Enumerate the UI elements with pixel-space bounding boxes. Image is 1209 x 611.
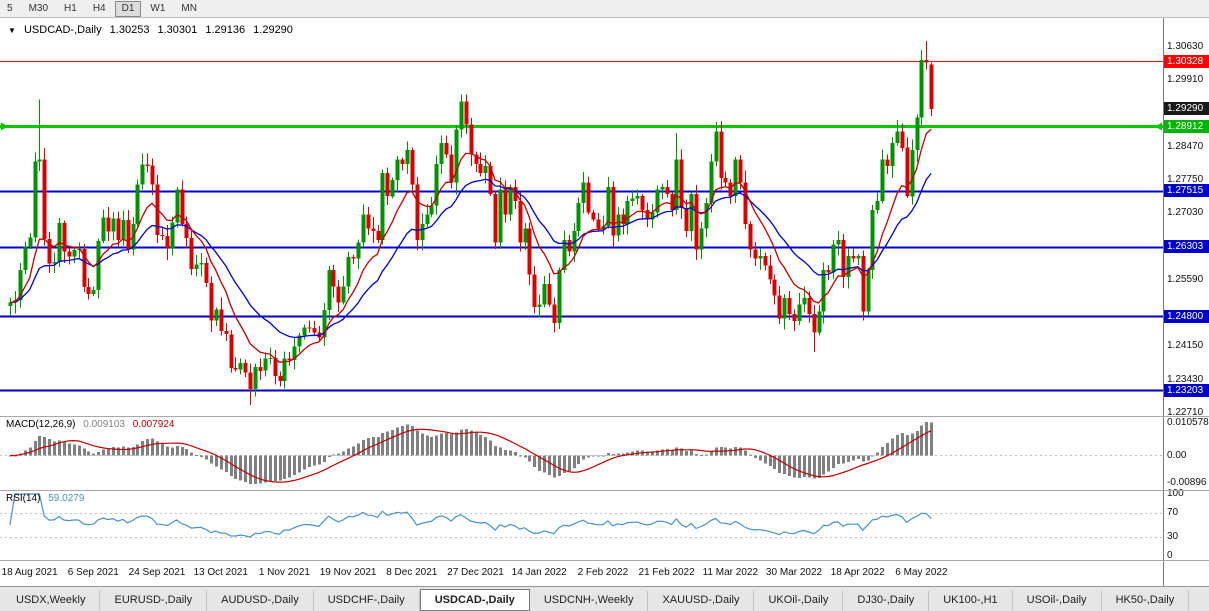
timeframe-button-d1[interactable]: D1 [114, 0, 142, 17]
candles-group [8, 41, 934, 405]
timeframe-button-mn[interactable]: MN [181, 2, 197, 14]
macd-main-value: 0.009103 [83, 419, 125, 430]
rsi-axis-label: 30 [1167, 531, 1179, 543]
chart-symbol-label: USDCAD-,Daily [23, 24, 102, 36]
rsi-value: 59.0279 [48, 493, 85, 504]
timeframe-button-h1[interactable]: H1 [64, 2, 77, 14]
macd-name: MACD(12,26,9) [6, 419, 76, 430]
rsi-axis-label: 0 [1167, 550, 1173, 561]
date-axis-label: 24 Sep 2021 [128, 567, 186, 578]
ohlc-high: 1.30301 [157, 24, 198, 36]
tab-dj30-daily[interactable]: DJ30-,Daily [843, 591, 930, 611]
price-axis-label: 1.25590 [1167, 273, 1204, 285]
panel-separator[interactable] [0, 416, 1209, 417]
macd-axis-label: -0.00896 [1167, 477, 1207, 488]
date-axis-label: 6 May 2022 [895, 567, 948, 578]
date-axis: 18 Aug 2021 6 Sep 2021 24 Sep 2021 13 Oct 2… [0, 560, 1163, 586]
panel-separator [0, 560, 1209, 561]
macd-axis-label: 0.00 [1167, 449, 1187, 461]
tab-ukoil-daily[interactable]: UKOil-,Daily [754, 591, 844, 611]
timeframe-button-h4[interactable]: H4 [92, 2, 106, 14]
chart-title: ▼ USDCAD-,Daily 1.30253 1.30301 1.29136 … [8, 24, 298, 36]
ma-fast-line [9, 128, 932, 363]
date-axis-label: 21 Feb 2022 [638, 567, 695, 578]
price-axis-label: 1.27750 [1167, 174, 1204, 186]
timeframe-toolbar: 5 M30 H1 H4 D1 W1 MN [0, 0, 1209, 18]
date-axis-label: 30 Mar 2022 [765, 567, 823, 578]
rsi-axis-label: 70 [1167, 506, 1179, 518]
macd-signal-line [10, 428, 932, 483]
price-axis-badge: 1.29290 [1164, 102, 1209, 116]
tab-usdcad-daily[interactable]: USDCAD-,Daily [419, 589, 530, 611]
price-axis-label: 1.22710 [1167, 406, 1204, 418]
date-axis-label: 27 Dec 2021 [447, 567, 504, 578]
tab-eurusd-daily[interactable]: EURUSD-,Daily [100, 591, 208, 611]
macd-axis-label: 0.010578 [1167, 417, 1209, 428]
tab-xauusd-daily[interactable]: XAUUSD-,Daily [648, 591, 755, 611]
price-axis-badge: 1.23203 [1164, 383, 1209, 397]
tab-usdcnh-weekly[interactable]: USDCNH-,Weekly [530, 591, 649, 611]
date-axis-label: 1 Nov 2021 [258, 567, 310, 578]
rsi-panel[interactable] [0, 490, 1163, 560]
symbol-dropdown-icon[interactable]: ▼ [8, 26, 16, 35]
timeframe-button-w1[interactable]: W1 [150, 2, 166, 14]
price-axis-badge: 1.30328 [1164, 54, 1209, 68]
date-axis-label: 18 Aug 2021 [1, 567, 58, 578]
rsi-line [9, 493, 932, 538]
macd-signal-value: 0.007924 [132, 419, 175, 430]
tab-uk100-h1[interactable]: UK100-,H1 [929, 591, 1013, 611]
rsi-name: RSI(14) [6, 493, 41, 504]
macd-indicator-label: MACD(12,26,9) 0.009103 0.007924 [6, 419, 174, 430]
price-axis-badge: 1.27515 [1164, 184, 1209, 198]
date-axis-label: 11 Mar 2022 [702, 567, 758, 578]
date-axis-label: 14 Jan 2022 [511, 567, 567, 578]
date-axis-label: 13 Oct 2021 [193, 567, 248, 578]
date-axis-label: 2 Feb 2022 [577, 567, 629, 578]
ma-slow-line [9, 172, 932, 339]
rsi-indicator-label: RSI(14) 59.0279 [6, 493, 84, 504]
date-axis-label: 6 Sep 2021 [67, 567, 119, 578]
ohlc-open: 1.30253 [109, 24, 150, 36]
rsi-axis-label: 100 [1167, 488, 1184, 499]
price-axis-label: 1.27030 [1167, 207, 1204, 219]
price-axis-label: 1.29910 [1167, 74, 1204, 86]
tab-usdx-weekly[interactable]: USDX,Weekly [2, 591, 101, 611]
candlestick-chart[interactable] [0, 18, 1163, 416]
price-axis-badge: 1.26303 [1164, 240, 1209, 254]
timeframe-button-5[interactable]: 5 [7, 2, 13, 14]
tab-usoil-daily[interactable]: USOil-,Daily [1013, 591, 1102, 611]
price-axis-label: 1.23430 [1167, 373, 1204, 385]
tab-usdchf-daily[interactable]: USDCHF-,Daily [314, 591, 420, 611]
panel-separator[interactable] [0, 490, 1209, 491]
macd-histogram [9, 422, 933, 484]
ohlc-close: 1.29290 [253, 24, 293, 36]
macd-panel[interactable] [0, 416, 1163, 490]
date-axis-label: 18 Apr 2022 [830, 567, 885, 578]
tab-audusd-daily[interactable]: AUDUSD-,Daily [207, 591, 314, 611]
hline-arrow-right-icon [1155, 122, 1162, 131]
date-axis-label: 19 Nov 2021 [319, 567, 377, 578]
timeframe-button-m30[interactable]: M30 [28, 2, 49, 14]
chart-tabs-bar: USDX,Weekly EURUSD-,Daily AUDUSD-,Daily USD… [0, 586, 1209, 611]
price-axis-label: 1.28470 [1167, 140, 1204, 152]
tab-hk50-daily[interactable]: HK50-,Daily [1102, 591, 1190, 611]
price-axis-badge: 1.28912 [1164, 119, 1209, 133]
price-axis-label: 1.24150 [1167, 340, 1204, 352]
price-axis: 1.30630 1.29910 1.28470 1.27750 1.27030 1.255… [1163, 18, 1209, 586]
price-axis-label: 1.30630 [1167, 41, 1204, 53]
price-axis-badge: 1.24800 [1164, 309, 1209, 323]
date-axis-label: 8 Dec 2021 [386, 567, 438, 578]
ohlc-low: 1.29136 [205, 24, 246, 36]
hline-arrow-left-icon [1, 122, 8, 131]
